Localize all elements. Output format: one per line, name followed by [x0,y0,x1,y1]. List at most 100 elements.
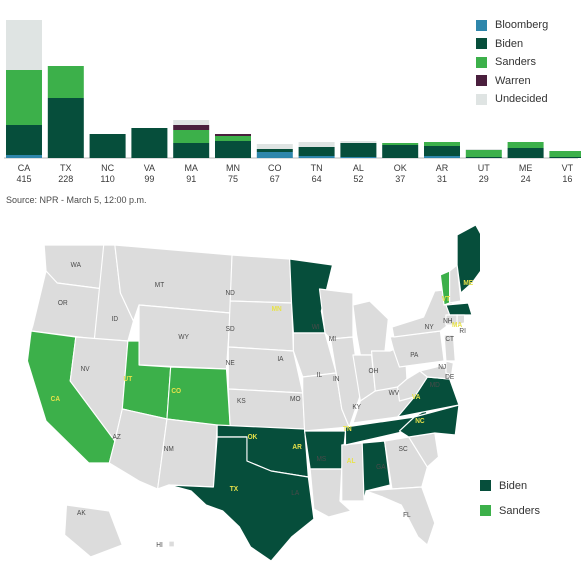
source-note: Source: NPR - March 5, 12:00 p.m. [6,195,147,205]
state-label: WI [312,324,320,331]
bar-ok-biden [382,145,419,158]
states-layer: WA OR CA ID NV MT WY UT AZ CO NM ND SD NE KS OK TX MN IA MO… [26,224,480,562]
bar-al-undecided [340,141,377,143]
bar-ma-biden [173,143,210,158]
x-tick-delegates: 75 [228,174,238,184]
bar-me-biden [507,148,544,158]
state-label: FL [403,512,411,519]
bar-co-bloomberg [256,152,293,158]
state-label: OK [248,434,258,441]
state-ms [341,442,365,502]
x-tick-delegates: 67 [270,174,280,184]
legend-label: Warren [495,74,531,87]
legend-swatch [480,480,491,491]
state-label: MT [155,282,164,289]
x-tick-label: OK [394,163,407,173]
us-results-map: WA OR CA ID NV MT WY UT AZ CO NM ND SD NE KS OK TX MN IA MO… [26,224,480,562]
state-label: WY [178,334,189,341]
bar-co-undecided [256,144,293,149]
x-tick-label: AR [436,163,449,173]
state-label: NY [425,324,435,331]
state-md [419,364,451,380]
bar-mn-warren [215,134,251,136]
state-label: OR [58,300,68,307]
legend-item-biden: Biden [476,35,548,54]
state-label: RI [459,328,466,335]
x-tick-label: UT [478,163,490,173]
state-label: NJ [438,364,446,371]
state-label: DE [445,374,455,381]
state-label: KS [237,398,246,405]
x-tick-delegates: 16 [562,174,572,184]
bar-ca-biden [6,125,42,155]
legend-item-warren: Warren [476,72,548,91]
map-legend: Biden Sanders [480,473,540,523]
bar-ut-biden [465,157,502,158]
legend-label: Biden [495,37,524,50]
x-tick-label: ME [519,163,533,173]
state-label: MI [329,336,336,343]
state-tx [168,436,315,562]
bar-tn-undecided [298,142,335,147]
x-tick-delegates: 91 [186,174,196,184]
state-label: GA [376,464,386,471]
state-label: VA [412,394,421,401]
state-label: SD [226,326,235,333]
x-tick-delegates: 64 [312,174,322,184]
x-tick-delegates: 24 [521,174,531,184]
state-label: NM [164,446,174,453]
x-tick-label: MN [226,163,240,173]
state-label: KY [352,404,361,411]
bar-ca-sanders [6,70,42,125]
bar-va-biden [131,128,168,158]
state-label: MO [290,396,300,403]
legend-swatch [476,19,487,31]
legend-label: Sanders [495,56,536,69]
bar-al-bloomberg [340,157,377,158]
legend-label: Biden [499,479,528,492]
state-ak [64,504,123,558]
legend-item-sanders: Sanders [476,53,548,72]
bar-ar-sanders [424,142,460,146]
state-mi [352,300,389,356]
bar-tn-bloomberg [298,156,335,158]
state-label: TX [230,486,239,493]
map-legend-item-sanders: Sanders [480,498,540,523]
state-de [445,360,454,376]
state-label: MN [272,306,282,313]
x-tick-label: VA [144,163,155,173]
state-label: SC [399,446,408,453]
state-label: MA [452,322,462,329]
legend-swatch [476,56,487,68]
state-co [166,366,231,428]
x-tick-label: MA [184,163,198,173]
state-label: AR [292,444,302,451]
state-ne [227,346,304,394]
legend-swatch [476,38,487,50]
bar-ut-undecided [465,149,502,150]
state-label: WV [389,390,400,397]
bar-nc-biden [89,134,126,158]
state-ar [304,430,347,470]
map-legend-item-biden: Biden [480,473,540,498]
x-tick-delegates: 99 [144,174,154,184]
x-tick-label: TN [311,163,323,173]
legend-swatch [480,505,491,516]
bar-mn-biden [215,141,251,158]
x-tick-label: CA [18,163,31,173]
state-label: MD [430,382,440,389]
state-label: HI [156,542,163,549]
state-label: AZ [113,434,121,441]
state-label: IL [317,372,323,379]
state-label: NV [81,366,91,373]
bar-ar-biden [424,146,460,156]
x-tick-label: AL [353,163,364,173]
state-label: LA [291,490,299,497]
chart-legend: Bloomberg Biden Sanders Warren Undecided [476,16,548,109]
state-label: NH [443,318,453,325]
legend-label: Undecided [495,93,548,106]
bar-ma-warren [173,125,210,130]
state-label: ND [225,290,235,297]
x-tick-delegates: 110 [100,174,114,184]
